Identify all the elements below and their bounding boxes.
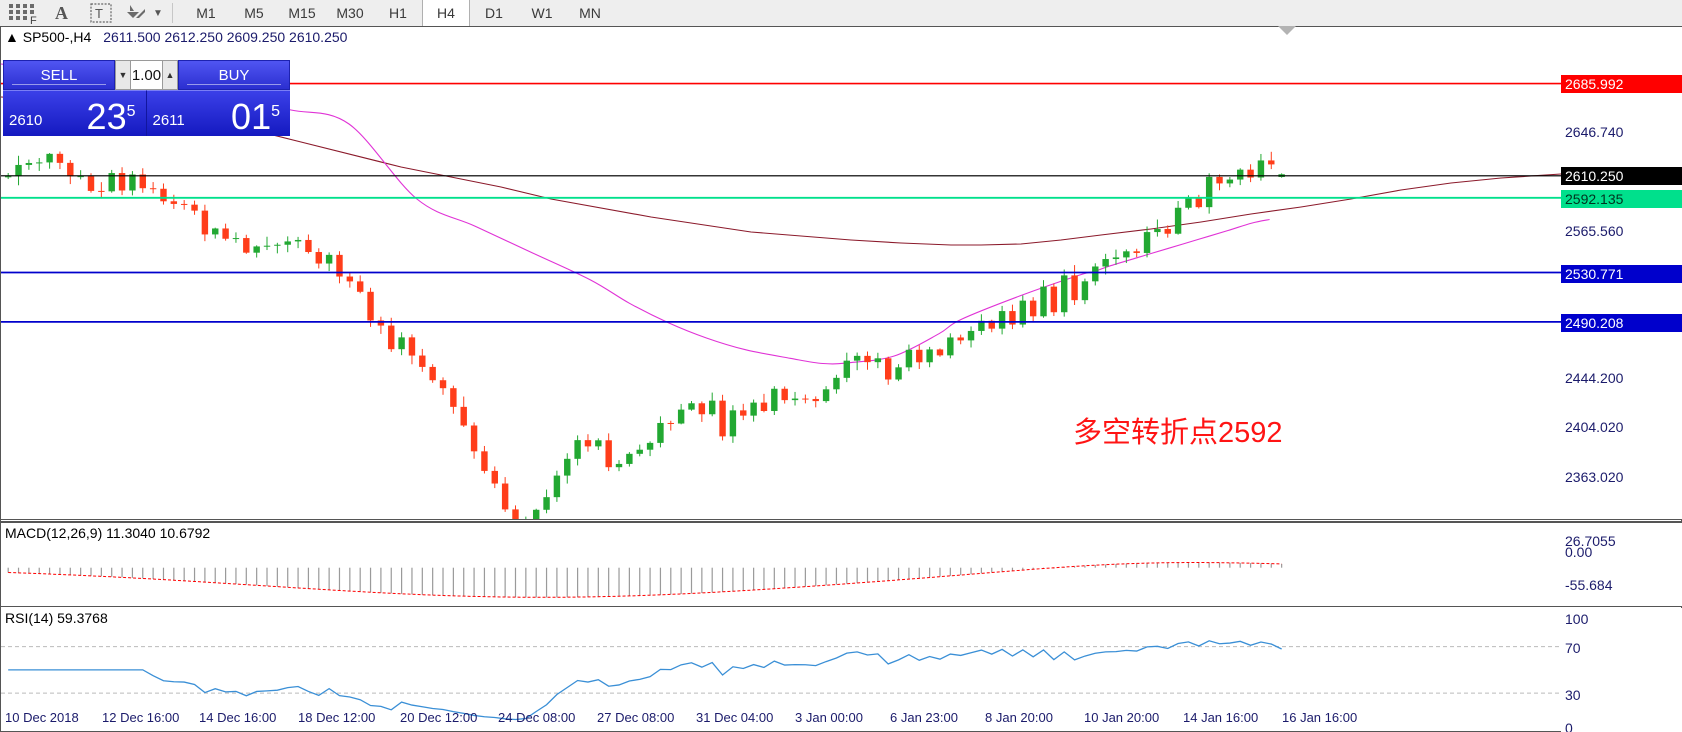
svg-text:F: F	[30, 15, 37, 24]
svg-text:T: T	[95, 6, 103, 21]
svg-text:多空转折点2592: 多空转折点2592	[1073, 416, 1283, 449]
